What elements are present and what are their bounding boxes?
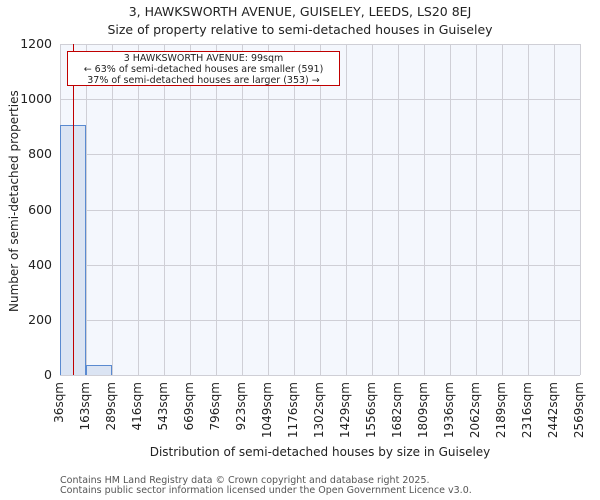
vertical-gridline	[190, 44, 191, 375]
vertical-gridline	[450, 44, 451, 375]
annotation-box: 3 HAWKSWORTH AVENUE: 99sqm ← 63% of semi…	[67, 51, 340, 86]
x-tick-label: 1429sqm	[338, 382, 352, 439]
y-tick-label: 600	[28, 201, 52, 217]
y-tick-label: 0	[44, 367, 52, 382]
x-tick-label: 289sqm	[104, 382, 118, 431]
horizontal-gridline	[60, 99, 580, 100]
x-tick-label: 669sqm	[182, 382, 196, 431]
x-tick-label: 2189sqm	[494, 382, 508, 439]
x-tick-label: 2569sqm	[572, 382, 586, 439]
vertical-gridline	[294, 44, 295, 375]
vertical-gridline	[138, 44, 139, 375]
vertical-gridline	[216, 44, 217, 375]
vertical-gridline	[476, 44, 477, 375]
vertical-gridline	[320, 44, 321, 375]
annotation-line-1: 3 HAWKSWORTH AVENUE: 99sqm	[123, 53, 284, 64]
y-tick-label: 1000	[20, 91, 52, 107]
vertical-gridline	[372, 44, 373, 375]
histogram-bar	[86, 365, 112, 375]
x-tick-label: 923sqm	[234, 382, 248, 431]
vertical-gridline	[86, 44, 87, 375]
horizontal-gridline	[60, 44, 580, 45]
footer-attribution-1: Contains HM Land Registry data © Crown c…	[60, 475, 430, 486]
x-tick-label: 1556sqm	[364, 382, 378, 439]
vertical-gridline	[580, 44, 581, 375]
x-tick-label: 2316sqm	[520, 382, 534, 439]
chart-title: 3, HAWKSWORTH AVENUE, GUISELEY, LEEDS, L…	[128, 4, 472, 19]
horizontal-gridline	[60, 375, 580, 376]
vertical-gridline	[164, 44, 165, 375]
vertical-gridline	[346, 44, 347, 375]
x-tick-label: 1936sqm	[442, 382, 456, 439]
x-tick-label: 163sqm	[78, 382, 92, 431]
horizontal-gridline	[60, 265, 580, 266]
x-tick-label: 1176sqm	[286, 382, 300, 439]
x-tick-label: 1682sqm	[390, 382, 404, 439]
vertical-gridline	[112, 44, 113, 375]
annotation-line-3: 37% of semi-detached houses are larger (…	[87, 75, 320, 86]
plot-area: 3 HAWKSWORTH AVENUE: 99sqm ← 63% of semi…	[60, 44, 581, 376]
vertical-gridline	[502, 44, 503, 375]
x-tick-label: 1809sqm	[416, 382, 430, 439]
x-tick-label: 2062sqm	[468, 382, 482, 439]
vertical-gridline	[398, 44, 399, 375]
x-axis-label: Distribution of semi-detached houses by …	[149, 445, 491, 459]
chart-subtitle: Size of property relative to semi-detach…	[107, 22, 493, 37]
x-tick-label: 2442sqm	[546, 382, 560, 439]
vertical-gridline	[528, 44, 529, 375]
horizontal-gridline	[60, 154, 580, 155]
x-tick-label: 796sqm	[208, 382, 222, 431]
x-tick-label: 1049sqm	[260, 382, 274, 439]
footer-attribution-2: Contains public sector information licen…	[60, 485, 472, 496]
vertical-gridline	[242, 44, 243, 375]
x-tick-label: 416sqm	[130, 382, 144, 431]
x-tick-label: 1302sqm	[312, 382, 326, 439]
x-tick-label: 543sqm	[156, 382, 170, 431]
y-tick-label: 1200	[20, 36, 52, 51]
y-tick-label: 800	[28, 146, 52, 162]
x-tick-label: 36sqm	[52, 382, 66, 423]
y-tick-label: 400	[28, 256, 52, 272]
y-tick-label: 200	[28, 311, 52, 327]
annotation-line-2: ← 63% of semi-detached houses are smalle…	[83, 64, 324, 75]
vertical-gridline	[268, 44, 269, 375]
horizontal-gridline	[60, 210, 580, 211]
horizontal-gridline	[60, 320, 580, 321]
property-marker-line	[73, 44, 74, 375]
vertical-gridline	[424, 44, 425, 375]
vertical-gridline	[554, 44, 555, 375]
